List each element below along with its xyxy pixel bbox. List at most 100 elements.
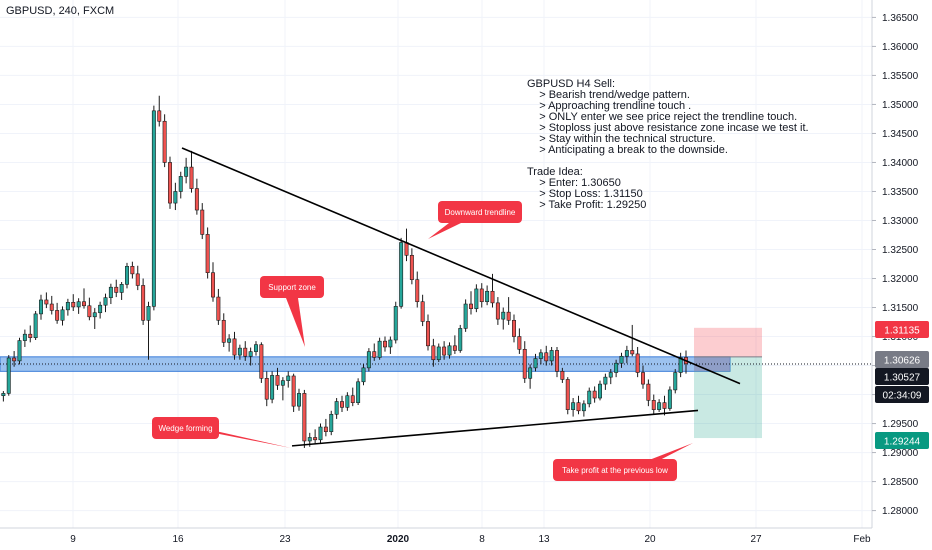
candle-up <box>624 350 629 357</box>
price-tag-label: 1.31135 <box>884 326 920 337</box>
candle-up <box>533 358 538 369</box>
candle-up <box>22 333 27 341</box>
candle-up <box>184 166 189 177</box>
candle-up <box>270 375 275 400</box>
candle-up <box>286 375 291 381</box>
price-tick-label: 1.29000 <box>882 448 919 459</box>
callout-3: Wedge forming <box>152 417 291 448</box>
candle-down <box>162 120 167 163</box>
price-tag: 1.30626 <box>875 351 929 368</box>
candle-down <box>544 352 549 362</box>
price-tick-label: 1.36500 <box>882 13 919 24</box>
candle-down <box>409 254 414 280</box>
price-tick-label: 1.33000 <box>882 216 919 227</box>
candle-up <box>447 345 452 356</box>
time-tick-label: 27 <box>750 534 762 545</box>
candle-down <box>651 400 656 410</box>
time-tick-label: 2020 <box>387 534 410 545</box>
lower-trendline[interactable] <box>291 409 699 447</box>
candle-down <box>135 273 140 286</box>
candle-up <box>587 390 592 405</box>
price-tick-label: 1.32000 <box>882 274 919 285</box>
candle-up <box>280 380 285 386</box>
candle-up <box>571 402 576 410</box>
callout-label: Downward trendline <box>445 208 516 217</box>
candle-down <box>157 110 162 122</box>
candle-up <box>667 389 672 409</box>
candle-down <box>479 288 484 303</box>
candle-down <box>194 188 199 211</box>
time-axis[interactable]: 9 16 23 2020 8 13 20 27 Feb <box>0 527 872 545</box>
candle-up <box>227 338 232 343</box>
price-tag-label: 02:34:09 <box>883 391 922 402</box>
price-tag-label: 1.30527 <box>884 373 921 384</box>
candle-down <box>452 345 457 351</box>
candle-down <box>431 345 436 361</box>
price-tag-bg <box>875 432 929 449</box>
candle-up <box>318 426 323 441</box>
candle-down <box>490 290 495 304</box>
candle-up <box>151 110 156 307</box>
candle-down <box>313 437 318 441</box>
callout-4: Take profit at the previous low <box>553 443 693 481</box>
candle-up <box>329 413 334 432</box>
candle-down <box>211 272 215 298</box>
candle-down <box>522 348 527 379</box>
candle-down <box>130 266 135 275</box>
price-tag: 1.31135 <box>875 321 929 338</box>
candle-down <box>12 357 17 362</box>
candle-down <box>426 321 430 347</box>
candle-down <box>205 234 210 274</box>
candle-down <box>87 305 92 318</box>
price-tick-label: 1.32500 <box>882 245 919 256</box>
candle-up <box>463 303 468 329</box>
candle-up <box>614 362 619 373</box>
candle-down <box>635 353 640 373</box>
candle-down <box>442 346 447 356</box>
candle-up <box>33 313 38 338</box>
price-tag-bg <box>875 321 929 338</box>
stop-loss-zone <box>694 327 762 357</box>
candle-down <box>275 375 280 386</box>
candle-up <box>549 350 554 362</box>
candle-up <box>436 346 441 361</box>
price-tick-label: 1.34500 <box>882 129 919 140</box>
candle-up <box>474 288 479 309</box>
callout-pointer <box>286 298 305 347</box>
candle-down <box>576 402 581 412</box>
candle-up <box>248 351 253 357</box>
candle-down <box>82 301 86 307</box>
candle-down <box>560 371 565 380</box>
candle-down <box>383 340 387 348</box>
candle-up <box>254 344 258 352</box>
price-tick-label: 1.31500 <box>882 303 919 314</box>
price-axis[interactable]: 1.36500 1.36000 1.35500 1.35000 1.34500 1.340… <box>871 0 919 528</box>
candle-down <box>232 338 237 356</box>
candle-down <box>55 310 60 321</box>
price-tick-label: 1.28500 <box>882 477 919 488</box>
candle-up <box>361 367 366 383</box>
price-tick-label: 1.33500 <box>882 187 919 198</box>
price-tick-label: 1.34000 <box>882 158 919 169</box>
candle-down <box>168 162 172 204</box>
upper-trendline[interactable] <box>181 147 741 385</box>
candle-down <box>189 166 194 189</box>
price-tag: 1.29244 <box>875 432 929 449</box>
callout-label: Wedge forming <box>158 424 212 433</box>
candle-down <box>646 383 651 401</box>
candle-up <box>366 351 371 369</box>
candle-up <box>60 309 65 321</box>
candle-up <box>598 383 602 399</box>
callout-bubble <box>260 276 324 298</box>
time-tick-label: Feb <box>853 534 871 545</box>
candle-up <box>485 290 490 303</box>
candle-up <box>237 347 242 356</box>
candle-up <box>1 393 6 397</box>
callout-pointer <box>644 443 693 462</box>
candle-up <box>173 191 178 204</box>
callout-pointer <box>199 430 291 448</box>
callout-2: Support zone <box>260 276 324 347</box>
candle-up <box>528 367 533 379</box>
candle-down <box>323 426 328 432</box>
